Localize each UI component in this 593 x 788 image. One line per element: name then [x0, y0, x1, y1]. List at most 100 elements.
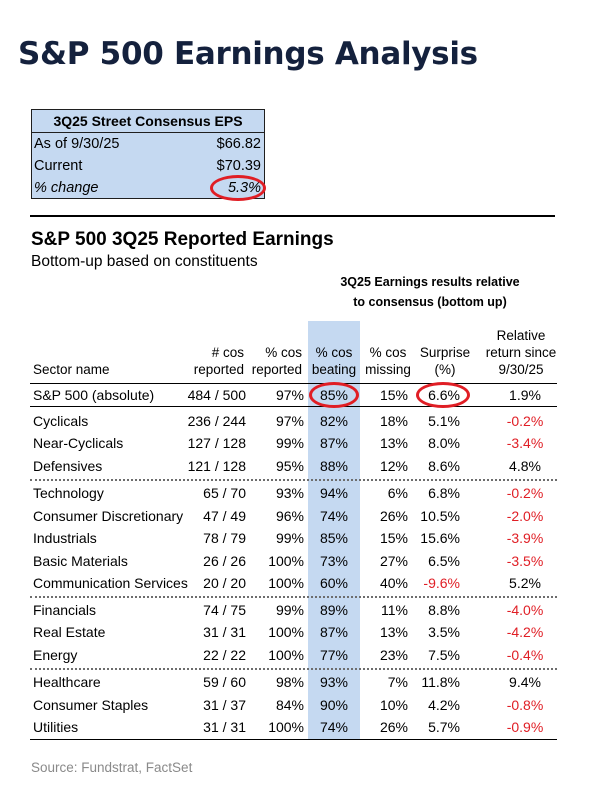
- row-pct-reported: 100%: [268, 624, 304, 640]
- row-relative-return: -4.2%: [506, 624, 544, 640]
- row-sector-name: Cyclicals: [33, 413, 89, 429]
- row-pct-beating: 73%: [319, 553, 349, 569]
- row-pct-reported: 98%: [275, 674, 304, 690]
- row-pct-reported: 100%: [268, 553, 304, 569]
- row-cos-reported: 74 / 75: [203, 602, 246, 618]
- header-text: 9/30/25: [498, 362, 544, 377]
- row-pct-missing: 12%: [379, 458, 408, 474]
- page-title: S&P 500 Earnings Analysis: [18, 36, 478, 72]
- row-pct-beating: 82%: [319, 413, 349, 429]
- highlight-circle-surprise: [416, 382, 470, 408]
- section-title: S&P 500 3Q25 Reported Earnings: [31, 229, 334, 250]
- row-pct-beating: 60%: [319, 575, 349, 591]
- header-relative-return: Relative return since 9/30/25: [478, 327, 564, 378]
- consensus-value: $66.82: [216, 136, 261, 152]
- row-pct-reported: 100%: [268, 575, 304, 591]
- header-text: Surprise: [419, 345, 471, 360]
- row-relative-return: -2.0%: [506, 508, 544, 524]
- row-sector-name: S&P 500 (absolute): [33, 387, 155, 403]
- header-text: reported: [193, 362, 244, 377]
- row-cos-reported: 59 / 60: [203, 674, 246, 690]
- header-text: % cos: [369, 345, 407, 360]
- row-pct-reported: 95%: [275, 458, 304, 474]
- row-cos-reported: 484 / 500: [187, 387, 246, 403]
- row-pct-beating: 74%: [319, 719, 349, 735]
- relative-header-line1: 3Q25 Earnings results relative: [340, 275, 520, 289]
- row-surprise: 8.0%: [428, 435, 460, 451]
- row-sector-name: Consumer Discretionary: [33, 508, 184, 524]
- table-row: Communication Services 20 / 20 100% 60% 40% -…: [33, 572, 553, 594]
- header-text: % cos: [265, 345, 302, 360]
- row-cos-reported: 31 / 37: [203, 697, 246, 713]
- consensus-label: % change: [34, 180, 99, 196]
- row-pct-reported: 99%: [275, 435, 304, 451]
- row-relative-return: 1.9%: [509, 387, 541, 403]
- row-pct-reported: 100%: [268, 647, 304, 663]
- header-text: (%): [434, 362, 456, 377]
- row-cos-reported: 127 / 128: [187, 435, 246, 451]
- row-pct-beating: 90%: [319, 697, 349, 713]
- header-text: reported: [251, 362, 302, 377]
- table-row: Real Estate 31 / 31 100% 87% 13% 3.5% -4.2%: [33, 621, 553, 643]
- row-surprise: 3.5%: [428, 624, 460, 640]
- source-note: Source: Fundstrat, FactSet: [31, 760, 193, 775]
- table-row: Industrials 78 / 79 99% 85% 15% 15.6% -3.9%: [33, 527, 553, 549]
- row-pct-beating: 94%: [319, 485, 349, 501]
- table-row: Energy 22 / 22 100% 77% 23% 7.5% -0.4%: [33, 644, 553, 666]
- row-pct-beating: 93%: [319, 674, 349, 690]
- row-surprise: 6.8%: [428, 485, 460, 501]
- row-surprise: 6.5%: [428, 553, 460, 569]
- row-cos-reported: 22 / 22: [203, 647, 246, 663]
- row-pct-missing: 11%: [381, 602, 408, 618]
- row-relative-return: -0.8%: [506, 697, 544, 713]
- table-bottom-rule: [30, 739, 557, 740]
- section-subtitle: Bottom-up based on constituents: [31, 253, 258, 270]
- row-cos-reported: 31 / 31: [203, 624, 246, 640]
- row-sector-name: Near-Cyclicals: [33, 435, 124, 451]
- group-divider: [30, 596, 557, 598]
- row-cos-reported: 31 / 31: [203, 719, 246, 735]
- row-pct-beating: 88%: [319, 458, 349, 474]
- highlight-circle-beating: [309, 382, 359, 408]
- row-cos-reported: 26 / 26: [203, 553, 246, 569]
- row-relative-return: -0.2%: [506, 485, 544, 501]
- consensus-row-asof: As of 9/30/25 $66.82: [32, 133, 264, 155]
- header-missing: % cos missing: [362, 344, 414, 378]
- row-pct-missing: 13%: [379, 435, 408, 451]
- row-surprise: 4.2%: [428, 697, 460, 713]
- row-pct-reported: 96%: [275, 508, 304, 524]
- row-relative-return: -3.9%: [506, 530, 544, 546]
- consensus-label: As of 9/30/25: [34, 136, 120, 152]
- consensus-eps-box: 3Q25 Street Consensus EPS As of 9/30/25 …: [31, 109, 265, 199]
- row-sector-name: Industrials: [33, 530, 97, 546]
- row-sector-name: Energy: [33, 647, 78, 663]
- row-sector-name: Real Estate: [33, 624, 106, 640]
- row-sector-name: Healthcare: [33, 674, 101, 690]
- table-row: Basic Materials 26 / 26 100% 73% 27% 6.5% -3.5…: [33, 550, 553, 572]
- header-pct-reported: % cos reported: [252, 344, 302, 378]
- highlight-circle-change: [210, 175, 266, 201]
- row-surprise: 8.8%: [428, 602, 460, 618]
- consensus-row-current: Current $70.39: [32, 155, 264, 177]
- row-relative-return: 4.8%: [509, 458, 541, 474]
- header-text: # cos: [211, 345, 244, 360]
- row-pct-reported: 99%: [275, 530, 304, 546]
- row-surprise: 15.6%: [420, 530, 460, 546]
- row-pct-missing: 40%: [379, 575, 408, 591]
- row-sector-name: Financials: [33, 602, 97, 618]
- row-pct-missing: 26%: [379, 508, 408, 524]
- row-relative-return: -3.4%: [506, 435, 544, 451]
- row-pct-reported: 97%: [275, 387, 304, 403]
- header-text: return since: [485, 345, 557, 360]
- row-pct-missing: 15%: [379, 530, 408, 546]
- row-pct-missing: 18%: [379, 413, 408, 429]
- row-pct-missing: 13%: [379, 624, 408, 640]
- header-rule: [30, 383, 557, 384]
- table-row: Consumer Discretionary 47 / 49 96% 74% 26% 10…: [33, 505, 553, 527]
- row-relative-return: -0.9%: [506, 719, 544, 735]
- group-divider: [30, 668, 557, 670]
- relative-header-line2: to consensus (bottom up): [353, 295, 507, 309]
- row-pct-missing: 15%: [379, 387, 408, 403]
- row-sector-name: Technology: [33, 485, 104, 501]
- row-surprise: 5.1%: [428, 413, 460, 429]
